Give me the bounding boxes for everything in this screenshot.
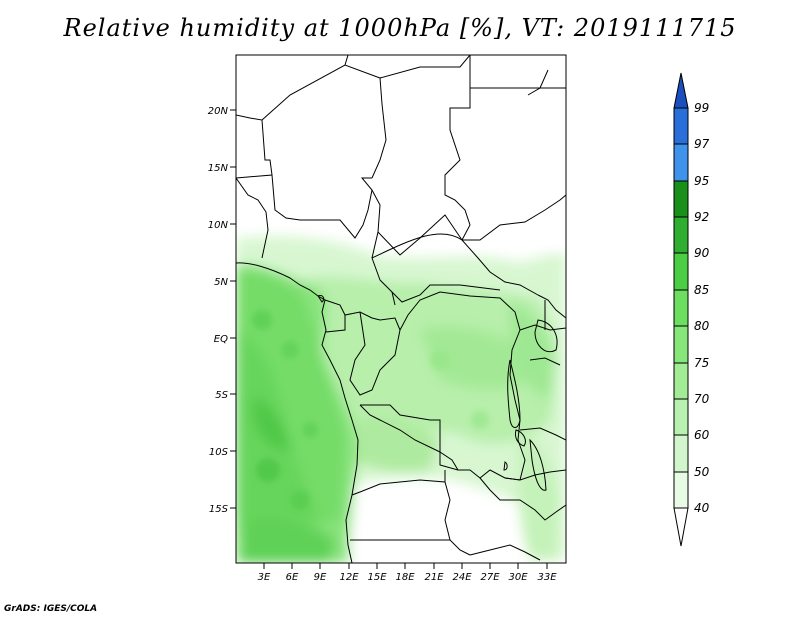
colorbar-label-70: 70 [694, 392, 710, 406]
lat-label-5n: 5N [214, 277, 228, 288]
lon-label-33e: 33E [537, 572, 557, 583]
colorbar-segment-90-92 [673, 216, 689, 254]
colorbar-label-99: 99 [694, 101, 709, 115]
lon-label-3e: 3E [258, 572, 271, 583]
colorbar-label-40: 40 [694, 501, 710, 515]
colorbar-segment-80-85 [673, 289, 689, 327]
lon-label-27e: 27E [480, 572, 500, 583]
colorbar-segment-70-75 [673, 362, 689, 400]
colorbar-label-60: 60 [694, 428, 710, 442]
lat-label-10n: 10N [208, 220, 229, 231]
lat-label-15n: 15N [208, 163, 229, 174]
colorbar-segment-97-99 [673, 107, 689, 145]
colorbar-segment-85-90 [673, 252, 689, 291]
colorbar-label-95: 95 [694, 174, 709, 188]
colorbar-label-97: 97 [694, 137, 710, 151]
lon-label-9e: 9E [314, 572, 327, 583]
country-borders [236, 55, 566, 563]
colorbar-label-80: 80 [694, 319, 710, 333]
longitude-axis: 3E 6E 9E 12E 15E 18E 21E 24E 27E 30E 33E [258, 563, 557, 583]
colorbar-segment-50-60 [673, 434, 689, 473]
lat-label-eq: EQ [214, 334, 228, 345]
colorbar-top-arrow [673, 72, 689, 109]
colorbar-segment-92-95 [673, 180, 689, 218]
map-title: Relative humidity at 1000hPa [%], VT: 20… [63, 14, 737, 42]
colorbar-labels: 99 97 95 92 90 85 80 75 70 60 50 40 [694, 101, 710, 515]
lon-label-24e: 24E [452, 572, 472, 583]
lat-label-20n: 20N [208, 106, 229, 117]
colorbar-segment-75-80 [673, 325, 689, 364]
colorbar-label-75: 75 [694, 356, 709, 370]
colorbar-label-85: 85 [694, 283, 709, 297]
colorbar-segment-60-70 [673, 398, 689, 436]
lon-label-21e: 21E [424, 572, 444, 583]
colorbar [673, 72, 689, 547]
colorbar-bottom-arrow [673, 507, 689, 547]
colorbar-segment-95-97 [673, 143, 689, 182]
lon-label-6e: 6E [286, 572, 299, 583]
lat-label-15s: 15S [209, 504, 229, 515]
lakes [317, 295, 558, 491]
lon-label-12e: 12E [339, 572, 359, 583]
colorbar-segment-40-50 [673, 471, 689, 509]
colorbar-label-90: 90 [694, 246, 710, 260]
map-frame [235, 54, 567, 564]
lon-label-15e: 15E [367, 572, 387, 583]
latitude-axis: 20N 15N 10N 5N EQ 5S 10S 15S [208, 106, 236, 515]
lon-label-18e: 18E [395, 572, 415, 583]
lat-label-5s: 5S [215, 390, 228, 401]
grads-credit: GrADS: IGES/COLA [4, 604, 98, 614]
lat-label-10s: 10S [209, 447, 229, 458]
colorbar-label-92: 92 [694, 210, 709, 224]
humidity-field [236, 55, 566, 563]
lon-label-30e: 30E [508, 572, 528, 583]
colorbar-label-50: 50 [694, 465, 710, 479]
